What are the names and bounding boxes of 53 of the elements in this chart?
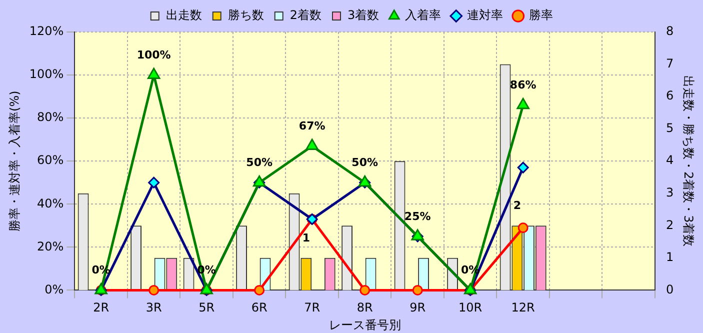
- x-tick-label: 3R: [146, 300, 162, 315]
- point: [254, 284, 265, 296]
- x-tick-label: 6R: [251, 300, 268, 315]
- point: [148, 284, 160, 296]
- point: [148, 176, 160, 188]
- data-label: 50%: [352, 156, 378, 169]
- legend-label: 2着数: [290, 8, 322, 22]
- data-label: 2: [513, 199, 521, 212]
- x-tick-label: 9R: [410, 300, 426, 315]
- y2-tick-label: 5: [666, 120, 674, 135]
- x-tick-label: 7R: [304, 300, 320, 315]
- legend-label: 3着数: [348, 8, 380, 22]
- x-tick-label: 2R: [93, 300, 110, 315]
- point: [517, 162, 529, 174]
- data-label: 100%: [136, 48, 171, 62]
- point: [360, 284, 370, 296]
- point: [518, 222, 528, 234]
- x-tick-label: 12R: [511, 300, 535, 315]
- x-tick-label: 10R: [458, 300, 482, 315]
- y-tick-label: 60%: [37, 153, 64, 168]
- y2-tick-label: 6: [666, 88, 674, 103]
- y2-tick-label: 8: [666, 24, 674, 38]
- legend-label: 出走数: [166, 8, 202, 22]
- legend-label: 入着率: [405, 8, 442, 22]
- y-tick-label: 0%: [44, 282, 64, 296]
- point: [516, 98, 530, 110]
- data-label: 86%: [510, 78, 536, 92]
- y2-tick-label: 1: [666, 250, 674, 264]
- data-label: 67%: [298, 119, 326, 132]
- x-tick-label: 5R: [198, 300, 215, 315]
- point: [306, 138, 318, 150]
- legend-label: 勝率: [529, 8, 554, 22]
- point: [147, 68, 160, 80]
- legend-label: 連対率: [467, 8, 504, 22]
- y-tick-label: 40%: [37, 196, 64, 210]
- y-tick-label: 100%: [29, 67, 64, 82]
- data-label: 25%: [404, 210, 431, 223]
- legend-label: 勝ち数: [228, 8, 264, 22]
- y2-tick-label: 4: [666, 153, 674, 168]
- y2-tick-label: 0: [666, 282, 674, 296]
- y2-tick-label: 7: [666, 56, 674, 70]
- y-axis-title: 勝率・連対率・入着率(%): [7, 90, 22, 232]
- y2-axis-title: 出走数・勝ち数・2着数・3着数: [682, 75, 696, 247]
- x-tick-label: 8R: [356, 300, 373, 315]
- y2-tick-label: 3: [666, 186, 674, 200]
- point: [412, 284, 423, 296]
- y-tick-label: 80%: [37, 110, 64, 124]
- y2-tick-label: 2: [666, 218, 674, 232]
- x-axis-title: レース番号別: [328, 318, 401, 332]
- data-label: 1: [302, 231, 310, 244]
- data-label: 50%: [246, 156, 273, 169]
- y-tick-label: 120%: [29, 24, 64, 38]
- y-tick-label: 20%: [37, 239, 64, 254]
